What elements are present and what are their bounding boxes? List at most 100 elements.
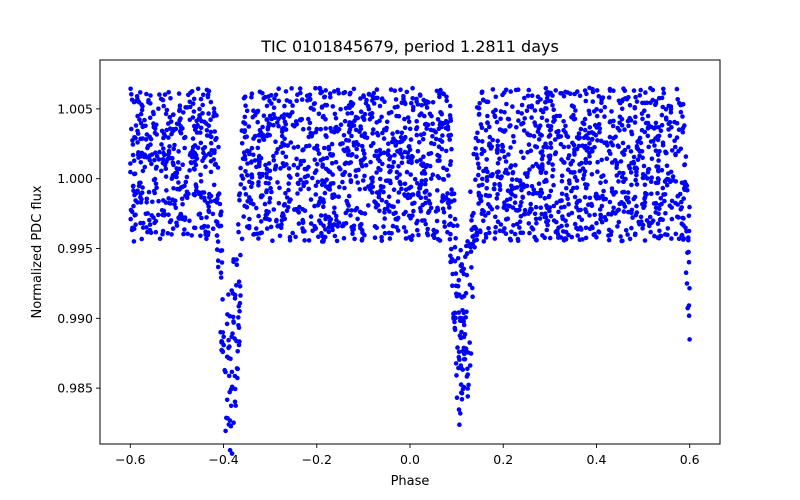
data-point: [626, 163, 632, 169]
data-point: [416, 232, 421, 238]
data-point: [586, 108, 592, 114]
data-point: [349, 133, 354, 139]
data-point: [587, 141, 592, 146]
data-point: [634, 182, 640, 187]
data-point: [517, 178, 523, 183]
data-point: [286, 187, 291, 193]
data-point: [326, 214, 332, 220]
data-point: [241, 150, 247, 155]
data-point: [176, 149, 181, 154]
data-point: [593, 191, 599, 197]
data-point: [291, 145, 297, 150]
data-point: [687, 204, 692, 210]
data-point: [633, 177, 638, 183]
data-point: [486, 202, 491, 207]
data-point: [495, 219, 501, 224]
data-point: [139, 236, 144, 242]
data-point: [583, 235, 589, 241]
data-point: [436, 175, 442, 181]
data-point: [228, 356, 233, 362]
data-point: [660, 185, 666, 191]
data-point: [164, 188, 169, 193]
data-point: [609, 189, 615, 195]
data-point: [238, 293, 243, 298]
data-point: [386, 194, 392, 199]
data-point: [192, 167, 197, 172]
data-point: [378, 167, 383, 173]
data-point: [606, 95, 612, 100]
data-point: [345, 208, 351, 213]
data-point: [267, 199, 272, 205]
data-point: [338, 122, 344, 127]
data-point: [250, 114, 256, 120]
data-point: [439, 111, 444, 116]
data-point: [403, 229, 409, 234]
data-point: [313, 183, 319, 188]
data-point: [400, 155, 405, 160]
data-point: [597, 207, 603, 212]
data-point: [208, 169, 214, 175]
data-point: [342, 148, 348, 154]
data-point: [423, 195, 429, 200]
data-point: [177, 187, 182, 192]
data-point: [440, 176, 446, 182]
data-point: [362, 186, 368, 191]
data-point: [425, 226, 431, 232]
data-point: [322, 145, 327, 151]
data-point: [191, 96, 197, 102]
data-point: [639, 111, 645, 116]
data-point: [597, 126, 603, 131]
data-point: [236, 315, 241, 320]
data-point: [633, 114, 638, 120]
data-point: [322, 94, 327, 100]
data-point: [452, 310, 458, 316]
data-point: [260, 90, 265, 96]
data-point: [276, 86, 282, 91]
data-point: [198, 172, 203, 178]
data-point: [441, 121, 446, 126]
data-point: [140, 220, 146, 226]
data-point: [534, 190, 539, 196]
data-point: [330, 172, 336, 177]
data-point: [405, 115, 411, 120]
data-point: [312, 146, 317, 151]
data-point: [150, 199, 155, 205]
data-point: [508, 89, 513, 94]
data-point: [246, 225, 252, 231]
data-point: [242, 153, 248, 159]
data-point: [686, 238, 691, 243]
data-point: [589, 130, 595, 135]
data-point: [461, 322, 467, 328]
data-point: [470, 285, 475, 291]
data-point: [330, 104, 336, 109]
data-point: [569, 234, 575, 240]
data-point: [359, 161, 364, 166]
data-point: [571, 185, 576, 191]
data-point: [583, 160, 589, 166]
data-point: [130, 184, 136, 189]
data-point: [257, 231, 263, 236]
data-point: [394, 175, 400, 181]
data-point: [448, 115, 453, 121]
data-point: [667, 203, 673, 208]
data-point: [626, 200, 632, 205]
data-point: [361, 94, 367, 99]
data-point: [360, 143, 365, 149]
data-point: [513, 87, 519, 93]
data-point: [438, 87, 443, 93]
data-point: [526, 221, 532, 226]
data-point: [524, 174, 530, 179]
data-point: [430, 172, 436, 177]
data-point: [212, 150, 217, 155]
data-point: [240, 176, 246, 181]
data-point: [528, 201, 533, 207]
data-point: [487, 141, 493, 147]
data-point: [629, 225, 634, 231]
data-point: [170, 112, 176, 118]
data-point: [310, 131, 315, 136]
data-point: [211, 106, 217, 111]
data-point: [234, 257, 239, 262]
data-point: [189, 233, 194, 238]
data-point: [535, 94, 541, 99]
data-point: [169, 232, 174, 237]
